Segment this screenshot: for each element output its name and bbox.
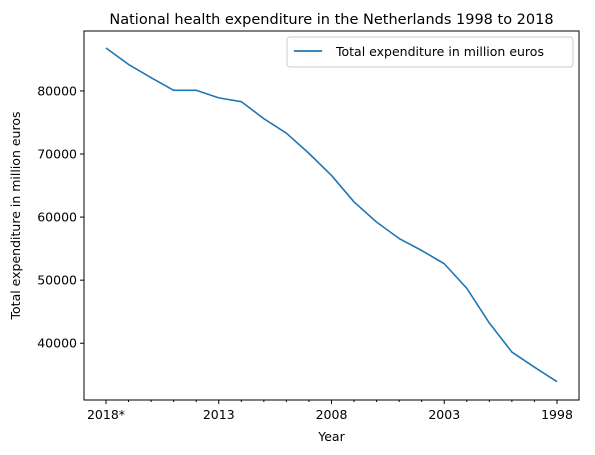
x-tick-label: 2013 (203, 407, 235, 422)
plot-area (105, 47, 558, 383)
legend: Total expenditure in million euros (286, 36, 574, 68)
y-axis-label: Total expenditure in million euros (8, 112, 23, 321)
legend-box (286, 36, 574, 68)
x-tick-label: 2018* (87, 407, 125, 422)
x-tick-label: 1998 (541, 407, 573, 422)
series-line (105, 47, 558, 383)
x-tick-label: 2008 (316, 407, 348, 422)
x-tick-label: 2003 (428, 407, 460, 422)
y-axis: 40000 50000 60000 70000 80000 (37, 83, 84, 351)
x-axis: 2018* 2013 2008 2003 1998 (87, 400, 573, 422)
chart-title: National health expenditure in the Nethe… (109, 12, 553, 28)
y-tick-label: 70000 (37, 147, 77, 162)
x-axis-label: Year (317, 429, 345, 444)
plot-frame (83, 30, 580, 401)
y-tick-label: 40000 (37, 336, 77, 351)
y-tick-label: 80000 (37, 83, 77, 98)
legend-series-label: Total expenditure in million euros (335, 44, 544, 59)
y-tick-label: 50000 (37, 273, 77, 288)
y-tick-label: 60000 (37, 210, 77, 225)
